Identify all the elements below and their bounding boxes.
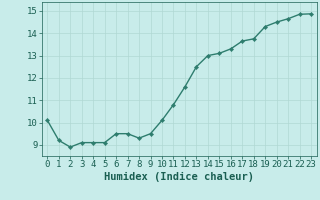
X-axis label: Humidex (Indice chaleur): Humidex (Indice chaleur) [104,172,254,182]
